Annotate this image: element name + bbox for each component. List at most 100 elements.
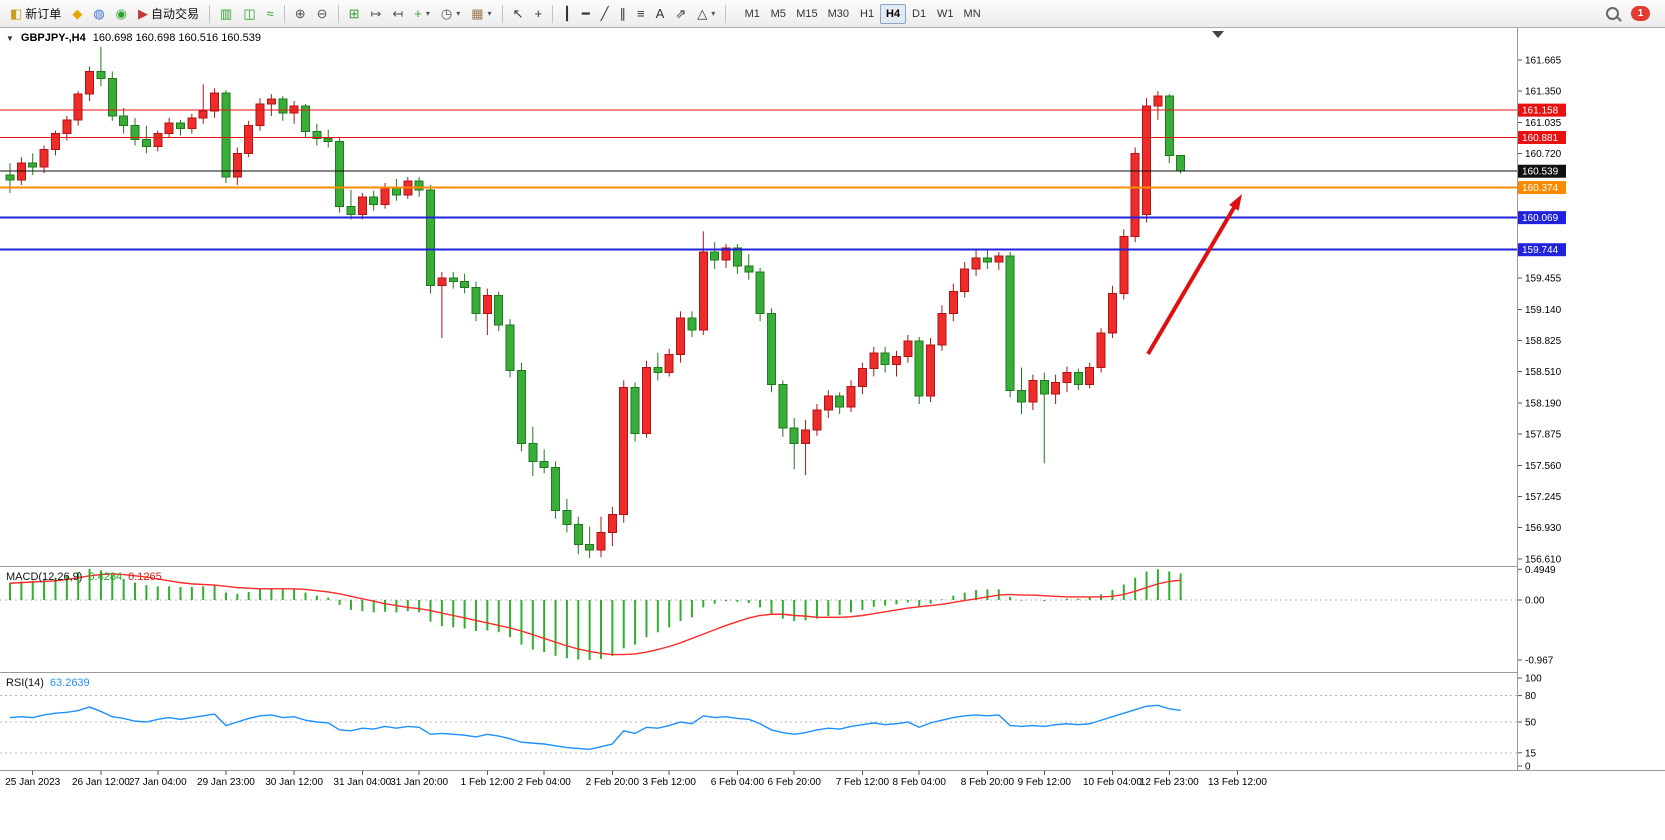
- timeframe-h4[interactable]: H4: [880, 3, 907, 24]
- chart-window-button[interactable]: ◆: [67, 3, 87, 25]
- crosshair-button[interactable]: +: [529, 3, 547, 25]
- timeframe-m5[interactable]: M5: [765, 4, 791, 24]
- candle: [448, 277, 458, 283]
- crosshair-icon: +: [534, 6, 543, 21]
- candle: [641, 367, 651, 435]
- trendline-button[interactable]: ╱: [596, 3, 614, 25]
- periods-button[interactable]: ◷ ▾: [436, 3, 465, 25]
- toolbar-separator: [337, 4, 339, 23]
- timeframe-d1[interactable]: D1: [906, 4, 932, 24]
- candle: [812, 409, 822, 431]
- new-order-button[interactable]: ◧ 新订单: [5, 3, 66, 25]
- timeframe-w1[interactable]: W1: [932, 4, 959, 24]
- candle: [619, 386, 629, 516]
- price-tag: [1518, 103, 1566, 117]
- chart-shift-button[interactable]: ↤: [387, 3, 408, 25]
- candle: [573, 524, 583, 545]
- candle: [380, 186, 390, 206]
- svg-text:0.4949: 0.4949: [1525, 565, 1556, 576]
- auto-scroll-button[interactable]: ↦: [365, 3, 386, 25]
- candle: [857, 368, 867, 387]
- zoom-in-button[interactable]: ⊕: [290, 3, 311, 25]
- candle: [141, 139, 151, 147]
- search-icon[interactable]: [1606, 7, 1619, 20]
- tile-windows-button[interactable]: ⊞: [344, 3, 365, 25]
- timeframe-h1[interactable]: H1: [854, 4, 880, 24]
- fibonacci-button[interactable]: ≡: [632, 3, 650, 25]
- candle: [562, 510, 572, 526]
- bar-chart-button[interactable]: ▥: [215, 3, 237, 25]
- candle: [119, 115, 129, 127]
- svg-text:161.665: 161.665: [1525, 56, 1562, 67]
- line-chart-button[interactable]: ≈: [262, 3, 279, 25]
- candle: [892, 356, 901, 366]
- svg-text:160.720: 160.720: [1525, 149, 1562, 160]
- candle: [1017, 389, 1027, 403]
- toolbar: ◧ 新订单 ◆ ◍ ◉ ▶ 自动交易 ▥ ◫ ≈ ⊕ ⊖ ⊞ ↦ ↤ + ▾ ◷ ▾ ▦ ▾ ↖ + ┃ ━ ╱ ∥ ≡ A ⇗ △ ▾ M1…: [0, 0, 1665, 28]
- zoom-out-button[interactable]: ⊖: [312, 3, 333, 25]
- candle: [1051, 381, 1061, 395]
- timeframe-mn[interactable]: MN: [959, 4, 986, 24]
- market-watch-button[interactable]: ◍: [88, 3, 109, 25]
- chart-shift-marker[interactable]: [1212, 31, 1224, 38]
- cursor-button[interactable]: ↖: [508, 3, 529, 25]
- candle: [107, 77, 117, 117]
- bar-chart-icon: ▥: [220, 6, 233, 21]
- svg-text:2 Feb 20:00: 2 Feb 20:00: [586, 777, 640, 788]
- candle: [801, 429, 811, 445]
- candle: [960, 268, 970, 293]
- timeframe-m30[interactable]: M30: [823, 4, 854, 24]
- timeframe-m15[interactable]: M15: [791, 4, 822, 24]
- arrows-button[interactable]: ⇗: [670, 3, 691, 25]
- price-line-objects[interactable]: 161.158 160.881 160.539 160.374 160.069 159.7…: [0, 103, 1566, 257]
- candle: [62, 119, 72, 135]
- price-axis-scale[interactable]: [1518, 28, 1665, 770]
- toolbar-groups: ◧ 新订单 ◆ ◍ ◉ ▶ 自动交易 ▥ ◫ ≈ ⊕ ⊖ ⊞ ↦ ↤ + ▾ ◷ ▾ ▦ ▾ ↖ + ┃ ━ ╱ ∥ ≡ A ⇗ △ ▾: [5, 3, 720, 25]
- candle: [437, 277, 447, 287]
- svg-text:13 Feb 12:00: 13 Feb 12:00: [1208, 777, 1267, 788]
- cursor-icon: ↖: [512, 6, 524, 21]
- chart-canvas[interactable]: 161.665 161.350 161.035 160.720 159.455 159.1…: [0, 28, 1665, 840]
- svg-text:0.00: 0.00: [1525, 595, 1545, 606]
- horizontal-line-button[interactable]: ━: [577, 3, 595, 25]
- candle: [539, 460, 549, 468]
- templates-button[interactable]: ▦ ▾: [466, 3, 496, 25]
- timeframe-m1[interactable]: M1: [739, 4, 765, 24]
- channel-button[interactable]: ∥: [615, 3, 632, 25]
- shapes-button[interactable]: △ ▾: [692, 3, 720, 25]
- candle: [221, 92, 231, 178]
- svg-text:1 Feb 12:00: 1 Feb 12:00: [461, 777, 515, 788]
- candle: [85, 70, 95, 95]
- svg-text:31 Jan 04:00: 31 Jan 04:00: [333, 777, 391, 788]
- text-button[interactable]: A: [651, 3, 670, 25]
- chart-area[interactable]: 161.665 161.350 161.035 160.720 159.455 159.1…: [0, 28, 1665, 840]
- arrows-icon: ⇗: [675, 6, 687, 21]
- candle: [1039, 379, 1049, 395]
- svg-text:158.510: 158.510: [1525, 367, 1562, 378]
- candle: [528, 443, 538, 462]
- zoom-in-icon: ⊕: [294, 6, 306, 21]
- svg-text:159.140: 159.140: [1525, 305, 1562, 316]
- signals-button[interactable]: ◉: [111, 3, 132, 25]
- notification-badge[interactable]: 1: [1631, 6, 1650, 21]
- autotrading-button[interactable]: ▶ 自动交易: [133, 3, 204, 25]
- candle: [698, 251, 708, 331]
- candle: [210, 92, 220, 112]
- timeframe-bar: M1 M5 M15 M30 H1 H4 D1 W1 MN: [739, 3, 986, 24]
- dropdown-caret-icon: ▾: [487, 9, 492, 18]
- svg-text:100: 100: [1525, 674, 1542, 685]
- trend-arrow-object[interactable]: [1146, 194, 1242, 356]
- indicators-button[interactable]: + ▾: [409, 3, 435, 25]
- vertical-line-button[interactable]: ┃: [558, 3, 576, 25]
- candle: [596, 531, 606, 551]
- candle: [903, 340, 913, 358]
- templates-icon: ▦: [471, 6, 484, 21]
- svg-text:25 Jan 2023: 25 Jan 2023: [5, 777, 60, 788]
- panel-frames: [0, 28, 1665, 791]
- svg-text:2 Feb 04:00: 2 Feb 04:00: [517, 777, 571, 788]
- time-axis-scale[interactable]: [0, 771, 1665, 791]
- svg-text:157.560: 157.560: [1525, 461, 1562, 472]
- candle: [505, 324, 515, 372]
- candlestick-chart-button[interactable]: ◫: [238, 3, 260, 25]
- candle: [687, 317, 697, 331]
